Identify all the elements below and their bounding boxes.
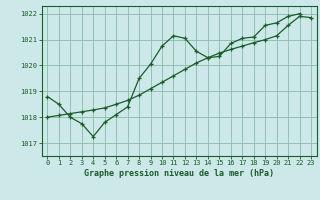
X-axis label: Graphe pression niveau de la mer (hPa): Graphe pression niveau de la mer (hPa)	[84, 169, 274, 178]
